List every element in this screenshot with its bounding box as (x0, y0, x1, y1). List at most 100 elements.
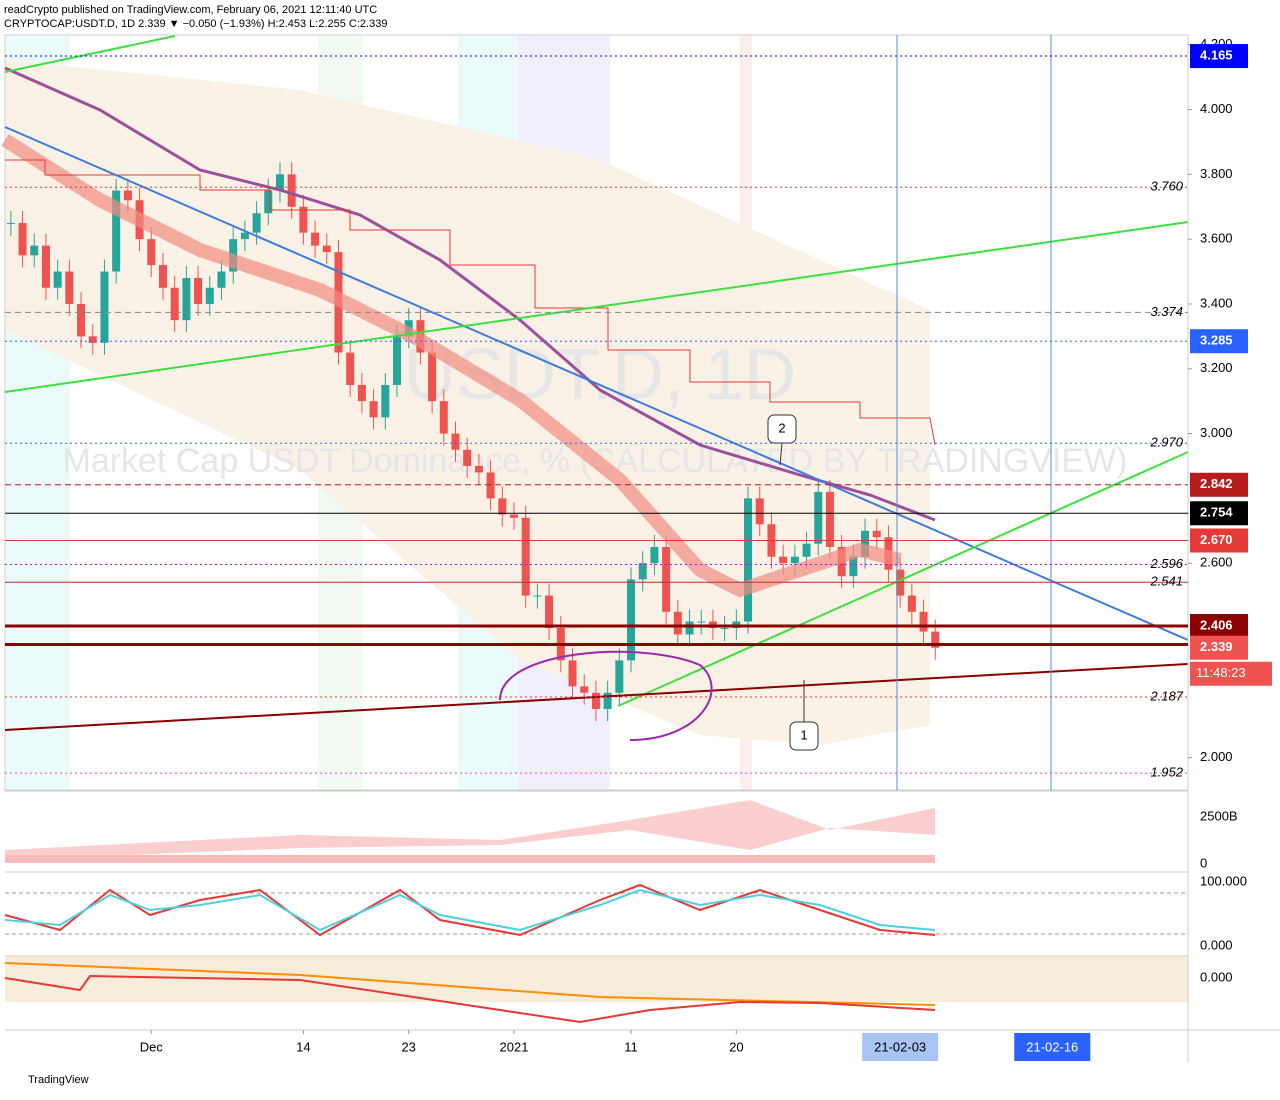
annotation: 1 (800, 727, 807, 742)
y-tick-label: 2.000 (1200, 749, 1233, 764)
level-label: 2.596 (1149, 556, 1183, 571)
candle (650, 546, 659, 564)
candle (41, 245, 50, 288)
candle (545, 595, 554, 628)
osc-tick: 0.000 (1200, 969, 1233, 984)
level-label: 2.187 (1149, 688, 1183, 703)
candle (287, 174, 296, 207)
candle (744, 498, 753, 622)
level-box (1190, 635, 1248, 660)
plot-area (4, 34, 1189, 791)
candle (299, 206, 308, 233)
candle (498, 498, 507, 515)
candle (170, 287, 179, 321)
level-label: 2.754 (1200, 505, 1233, 520)
drawings (1, 35, 1189, 790)
candle (6, 222, 15, 224)
candle (919, 611, 928, 632)
candle (392, 336, 401, 385)
candle (779, 556, 788, 564)
candle (931, 631, 940, 648)
x-tick-label: 2021 (500, 1039, 529, 1054)
candle (357, 384, 366, 402)
level-box (1190, 44, 1248, 69)
candle (428, 352, 437, 402)
candle (627, 579, 636, 661)
candle (182, 278, 191, 321)
candle (720, 627, 729, 629)
candle (451, 433, 460, 450)
level-label: 4.165 (1200, 47, 1233, 62)
candle (474, 465, 483, 473)
level-label: 2.541 (1149, 574, 1183, 589)
y-tick-label: 2.600 (1200, 555, 1233, 570)
stoch-tick: 100.000 (1200, 873, 1247, 888)
stoch-pane (4, 871, 1188, 937)
level-box (1190, 528, 1248, 553)
countdown-box (1190, 661, 1272, 686)
x-tick-label: 23 (401, 1039, 415, 1054)
x-marker (862, 1033, 939, 1061)
y-tick-label: 3.000 (1200, 425, 1233, 440)
candle (814, 491, 823, 544)
candle (240, 232, 249, 240)
y-tick-label: 3.200 (1200, 360, 1233, 375)
volume-tick: 0 (1200, 855, 1207, 870)
candle (311, 232, 320, 246)
x-marker-label: 21-02-16 (1026, 1039, 1078, 1054)
footer: TradingView (28, 1074, 89, 1086)
candle (486, 472, 495, 499)
candle (755, 498, 764, 525)
candle (603, 692, 612, 709)
candle (907, 595, 916, 612)
level-label: 2.339 (1200, 639, 1233, 654)
candle (264, 190, 273, 214)
candle (65, 271, 74, 304)
candle (591, 692, 600, 709)
level-label: 2.970 (1149, 435, 1183, 450)
candle (521, 517, 530, 596)
x-tick-label: 11 (624, 1039, 638, 1054)
candle (615, 660, 624, 693)
y-tick-label: 4.000 (1200, 101, 1233, 116)
candle (685, 621, 694, 635)
volume-tick: 2500B (1200, 808, 1238, 823)
candle (53, 271, 62, 288)
publisher: readCrypto published on TradingView.com,… (4, 4, 377, 16)
level-label: 1.952 (1150, 765, 1183, 780)
candle (802, 543, 811, 557)
candle (369, 401, 378, 418)
x-marker (1014, 1033, 1091, 1061)
candle (252, 213, 261, 233)
candle (580, 686, 589, 693)
candle (510, 514, 519, 518)
candle (88, 336, 97, 343)
candle (77, 303, 86, 337)
candle (100, 271, 109, 343)
candle (825, 491, 834, 547)
annotation: 2 (778, 420, 785, 435)
x-tick-label: Dec (140, 1039, 164, 1054)
candle (861, 530, 870, 557)
candle (463, 449, 472, 466)
candle (533, 595, 542, 597)
candle (322, 245, 331, 253)
candle (30, 245, 39, 256)
level-label: 3.374 (1150, 304, 1183, 319)
candle (697, 621, 706, 623)
candle (194, 278, 203, 304)
candle (275, 174, 284, 191)
candle (790, 556, 799, 564)
stoch-tick: 0.000 (1200, 937, 1233, 952)
level-box (1190, 329, 1248, 354)
level-label: 3.285 (1200, 333, 1233, 348)
x-tick-label: 14 (296, 1039, 310, 1054)
watermark: USDT.D, 1D (404, 335, 796, 415)
candle (568, 660, 577, 687)
candle (18, 222, 27, 256)
candle (123, 190, 132, 201)
level-box (1190, 472, 1248, 497)
candle (205, 287, 214, 304)
candle (439, 401, 448, 434)
